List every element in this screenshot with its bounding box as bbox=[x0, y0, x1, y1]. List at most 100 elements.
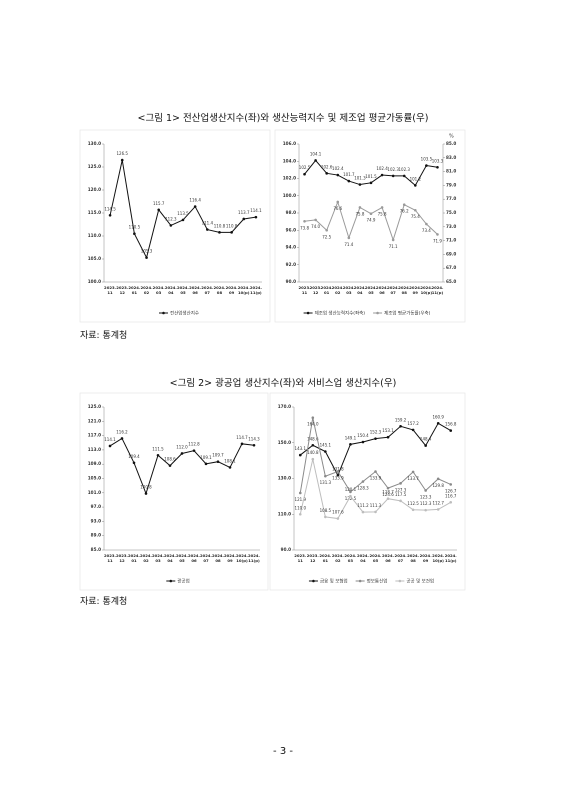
data-point bbox=[120, 158, 124, 162]
x-tick-label: 2024. 01 bbox=[128, 285, 141, 295]
y-tick-label: 105.0 bbox=[88, 256, 101, 261]
data-point bbox=[361, 480, 365, 483]
data-point bbox=[324, 515, 327, 519]
data-label: 112.0 bbox=[176, 444, 188, 449]
y-tick-label: 150.0 bbox=[278, 440, 291, 445]
data-label: 101.7 bbox=[343, 172, 355, 177]
y-tick-label: 100.0 bbox=[283, 193, 296, 198]
legend-marker bbox=[398, 579, 402, 583]
figure-caption: <그림 2> 광공업 생산지수(좌)와 서비스업 생산지수(우) bbox=[169, 378, 397, 389]
figure-source: 자료: 통계청 bbox=[80, 597, 128, 607]
data-point bbox=[399, 482, 402, 485]
data-label: 150.4 bbox=[357, 433, 369, 438]
data-label: 116.2 bbox=[116, 429, 128, 434]
data-label: 102.3 bbox=[399, 167, 411, 172]
figure-source: 자료: 통계청 bbox=[80, 331, 128, 341]
legend-label: 금융 및 보험업 bbox=[320, 578, 348, 585]
data-label: 73.8 bbox=[300, 225, 309, 230]
data-label: 102.4 bbox=[332, 166, 344, 171]
x-tick-label: 2024. 11(p) bbox=[247, 553, 260, 563]
legend-item: 공공 및 보건업 bbox=[395, 578, 434, 585]
legend-label: 제조업 평균가동률(우축) bbox=[384, 310, 431, 317]
data-point bbox=[349, 490, 352, 494]
y-tick-label: 101.0 bbox=[88, 490, 101, 495]
y2-tick-label: 65.0 bbox=[446, 279, 456, 284]
data-point bbox=[424, 508, 427, 512]
x-tick-label: 2024. 07 bbox=[387, 285, 400, 295]
x-tick-label-box: 2024. 06 bbox=[376, 285, 389, 295]
data-point bbox=[228, 466, 232, 469]
y2-tick-label: 71.0 bbox=[446, 238, 456, 243]
data-label: 117.5 bbox=[395, 492, 407, 497]
legend-marker bbox=[162, 311, 165, 315]
data-label: 107.6 bbox=[332, 510, 344, 515]
y-tick-label: 125.0 bbox=[88, 164, 101, 169]
data-label: 72.5 bbox=[322, 234, 331, 239]
data-point bbox=[358, 183, 362, 186]
x-tick-label: 2024. 05 bbox=[369, 553, 382, 563]
x-tick-label-box: 2024. 11(p) bbox=[431, 285, 444, 295]
x-tick-label: 2024. 07 bbox=[394, 553, 407, 563]
data-point bbox=[206, 228, 209, 231]
data-label: 103.3 bbox=[432, 158, 444, 163]
x-tick-label: 2024. 09 bbox=[419, 553, 432, 563]
data-label: 156.8 bbox=[445, 422, 457, 427]
data-point bbox=[298, 491, 302, 495]
y-tick-label: 92.0 bbox=[286, 262, 296, 267]
x-tick-label: 2024. 11(p) bbox=[431, 285, 444, 295]
x-tick-label-box: 2024. 01 bbox=[320, 285, 333, 295]
x-tick-label-box: 2024. 03 bbox=[152, 553, 164, 563]
x-tick-label-box: 2024. 02 bbox=[141, 285, 153, 295]
x-tick-label-box: 2024. 08 bbox=[212, 553, 224, 563]
data-label: 71.4 bbox=[344, 242, 353, 247]
legend-item: 제조업 평균가동률(우축) bbox=[373, 310, 431, 317]
data-label: 110.5 bbox=[129, 225, 141, 230]
x-tick-label: 2024. 06 bbox=[376, 285, 389, 295]
data-label: 120.1 bbox=[345, 487, 357, 492]
data-point bbox=[436, 508, 440, 511]
chart-frame bbox=[274, 129, 466, 323]
legend-label: 제조업 생산능력지수(좌축) bbox=[315, 310, 366, 317]
x-tick-label: 2024. 02 bbox=[139, 553, 152, 563]
y-tick-label: 90.0 bbox=[286, 279, 296, 284]
x-tick-label-box: 2024. 01 bbox=[128, 285, 141, 295]
x-tick-label: 2024. 09 bbox=[409, 285, 422, 295]
chart-frame bbox=[269, 392, 466, 591]
data-label: 159.2 bbox=[395, 417, 407, 422]
x-tick-label: 2024. 01 bbox=[320, 285, 333, 295]
data-label: 131.3 bbox=[320, 480, 332, 485]
data-point bbox=[380, 206, 384, 209]
y-tick-label: 109.0 bbox=[88, 461, 101, 466]
legend-item: 광공업 bbox=[166, 578, 190, 585]
y-tick-label: 170.0 bbox=[278, 404, 291, 409]
x-tick-label-box: 2024. 07 bbox=[387, 285, 400, 295]
y2-tick-label: 75.0 bbox=[446, 210, 456, 215]
x-tick-label-box: 2024. 10(p) bbox=[238, 285, 250, 295]
x-tick-label: 2024. 09 bbox=[223, 553, 236, 563]
data-label: 114.5 bbox=[104, 206, 116, 211]
data-label: 71.9 bbox=[433, 238, 442, 243]
data-point bbox=[449, 483, 453, 486]
y-tick-label: 125.0 bbox=[88, 404, 101, 409]
data-point bbox=[349, 494, 352, 498]
x-tick-label: 2024. 07 bbox=[201, 285, 214, 295]
x-tick-label-box: 2024. 11(p) bbox=[445, 553, 457, 563]
data-point bbox=[303, 219, 306, 223]
x-tick-label-box: 2024. 05 bbox=[369, 553, 382, 563]
data-point bbox=[325, 228, 328, 232]
legend-item: 금융 및 보험업 bbox=[308, 578, 348, 585]
data-point bbox=[436, 421, 440, 425]
y-tick-label: 120.0 bbox=[88, 187, 101, 192]
x-tick-label: 2024. 02 bbox=[331, 553, 344, 563]
data-label: 109.7 bbox=[212, 453, 224, 458]
x-tick-label-box: 2024. 11(p) bbox=[247, 553, 260, 563]
data-point bbox=[436, 477, 440, 481]
x-tick-label: 2024. 04 bbox=[353, 285, 366, 295]
x-tick-label-box: 2023. 11 bbox=[104, 285, 116, 295]
data-point bbox=[144, 492, 148, 495]
x-tick-label: 2024. 01 bbox=[319, 553, 332, 563]
y2-tick-label: 67.0 bbox=[446, 265, 456, 270]
data-label: 111.3 bbox=[370, 503, 382, 508]
data-label: 127.3 bbox=[395, 487, 407, 492]
data-label: 100.8 bbox=[140, 485, 152, 490]
